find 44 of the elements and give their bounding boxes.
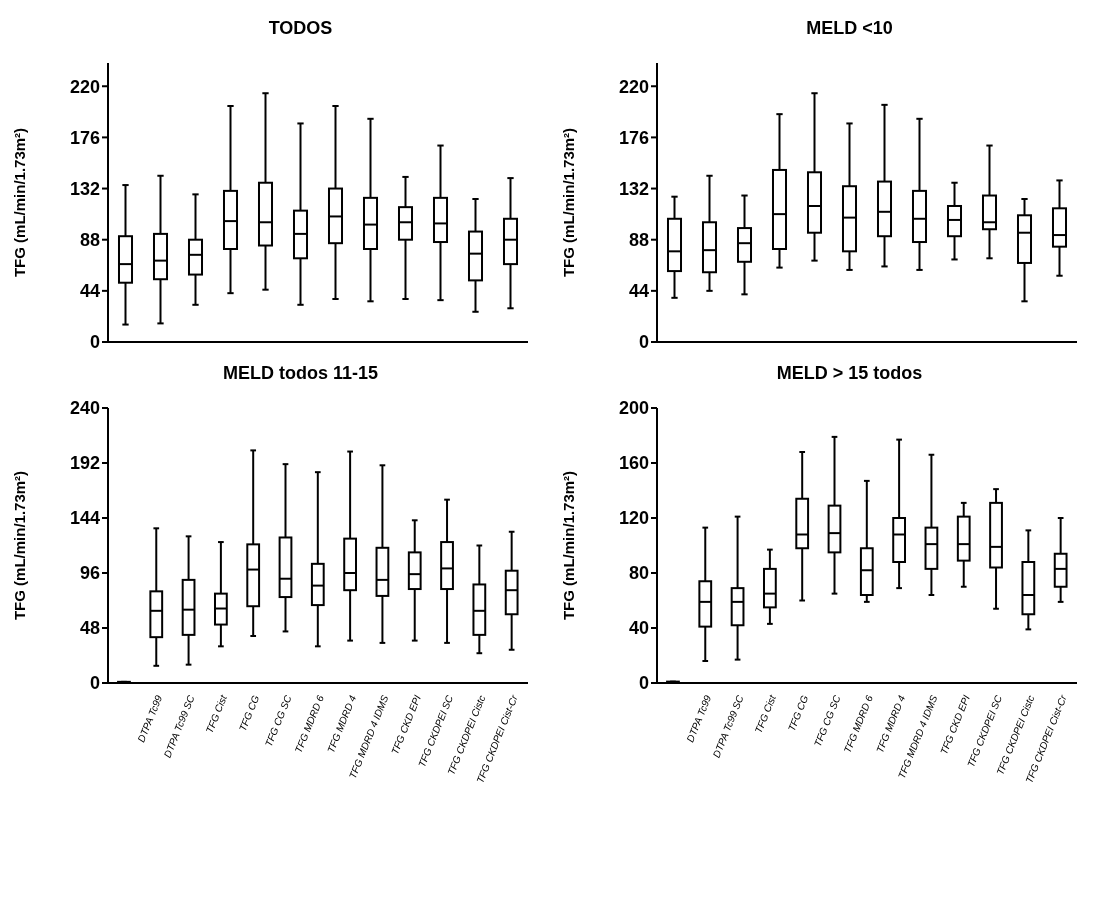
y-tick-label: 132 xyxy=(69,178,100,199)
x-tick-label: TFG CKD EPI xyxy=(389,693,423,756)
y-tick-label: 200 xyxy=(618,398,649,419)
y-tick-label: 80 xyxy=(628,563,649,584)
y-tick-label: 0 xyxy=(89,332,100,353)
chart-title: MELD <10 xyxy=(805,18,894,39)
x-tick-label: TFG Cist xyxy=(752,692,779,735)
y-axis-title: TFG (mL/min/1.73m²) xyxy=(11,127,29,278)
y-axis-title: TFG (mL/min/1.73m²) xyxy=(560,127,578,278)
y-tick-label: 120 xyxy=(618,508,649,529)
x-tick-label: TFG MDRD 6 xyxy=(841,693,876,755)
y-tick-label: 88 xyxy=(79,230,100,251)
x-tick-label: TFG CG xyxy=(236,693,262,733)
x-tick-label: TFG CG xyxy=(785,693,811,733)
y-axis-title: TFG (mL/min/1.73m²) xyxy=(11,470,29,621)
y-tick-label: 44 xyxy=(628,281,649,302)
x-tick-label: TFG MDRD 4 xyxy=(325,693,359,755)
y-tick-label: 0 xyxy=(89,673,100,694)
y-tick-label: 240 xyxy=(69,398,100,419)
x-tick-label: TFG CG SC xyxy=(811,692,843,749)
y-axis-title: TFG (mL/min/1.73m²) xyxy=(560,470,578,621)
y-tick-label: 220 xyxy=(69,76,100,97)
y-tick-label: 44 xyxy=(79,281,100,302)
y-tick-label: 0 xyxy=(638,673,649,694)
x-tick-label: TFG CG SC xyxy=(262,692,294,749)
chart-title: MELD > 15 todos xyxy=(775,363,924,384)
y-tick-label: 144 xyxy=(69,508,100,529)
chart-title: MELD todos 11-15 xyxy=(222,363,379,384)
x-tick-label: TFG MDRD 6 xyxy=(292,693,327,755)
y-tick-label: 88 xyxy=(628,230,649,251)
y-tick-label: 192 xyxy=(69,453,100,474)
y-tick-label: 132 xyxy=(618,178,649,199)
y-tick-label: 176 xyxy=(69,127,100,148)
x-tick-label: TFG CKD EPI xyxy=(938,693,972,756)
y-tick-label: 220 xyxy=(618,76,649,97)
y-tick-label: 48 xyxy=(79,618,100,639)
y-tick-label: 96 xyxy=(79,563,100,584)
x-tick-label: TFG Cist xyxy=(203,692,230,735)
chart-title: TODOS xyxy=(267,18,334,39)
y-tick-label: 160 xyxy=(618,453,649,474)
y-tick-label: 0 xyxy=(638,332,649,353)
y-tick-label: 40 xyxy=(628,618,649,639)
y-tick-label: 176 xyxy=(618,127,649,148)
x-tick-label: TFG MDRD 4 xyxy=(874,693,908,755)
